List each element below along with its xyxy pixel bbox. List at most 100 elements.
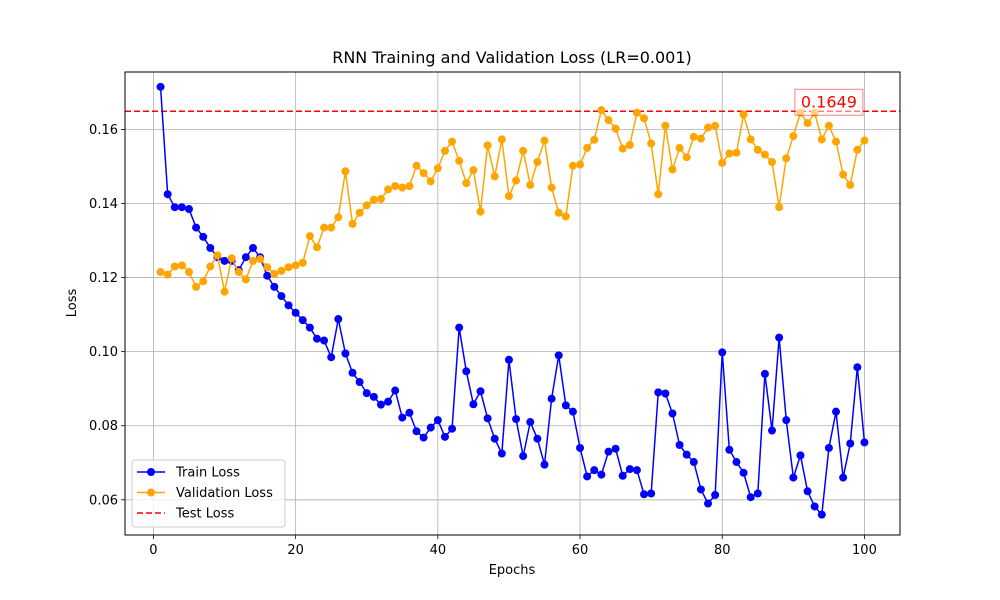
validation-loss-point [391,182,400,191]
train-loss-point [270,282,279,291]
train-loss-point [405,408,414,417]
train-loss-point [725,445,734,454]
train-loss-point [320,336,329,345]
validation-loss-point [547,183,556,192]
validation-loss-point [227,254,236,263]
grid-lines [125,72,900,535]
validation-loss-point [526,180,535,189]
train-loss-point [248,243,257,252]
validation-loss-point [746,135,755,144]
validation-loss-point [220,287,229,296]
train-loss-point [654,388,663,397]
train-loss-point [739,468,748,477]
train-loss-point [526,418,535,427]
validation-loss-point [682,153,691,162]
train-loss-point [661,389,670,398]
train-loss-point [860,438,869,447]
train-loss-point [625,465,634,474]
train-loss-point [206,243,215,252]
train-loss-point [796,451,805,460]
validation-loss-point [504,192,513,201]
x-tick-label: 0 [149,543,157,558]
validation-loss-point [462,179,471,188]
train-loss-point [704,499,713,508]
train-loss-point [824,443,833,452]
train-loss-point [497,449,506,458]
y-tick-label: 0.14 [89,197,118,212]
train-loss-point [789,473,798,482]
train-loss-point [412,427,421,436]
train-loss-point [846,439,855,448]
validation-loss-point [419,169,428,178]
validation-loss-point [241,275,250,284]
train-loss-point [554,351,563,360]
train-loss-line [159,86,866,516]
train-loss-point [384,397,393,406]
validation-loss-point [376,195,385,204]
legend-train-loss-label: Train Loss [175,466,240,481]
validation-loss-point [305,232,314,241]
validation-loss-point [839,170,848,179]
train-loss-point [490,434,499,443]
train-loss-point [426,423,435,432]
legend-test-loss-label: Test Loss [175,507,234,522]
train-loss-point [291,308,300,317]
validation-loss-point [476,207,485,216]
validation-loss-point [753,145,762,154]
validation-loss-point [263,263,272,272]
validation-loss-point [583,143,592,152]
validation-loss-point [632,108,641,117]
validation-loss-point [398,183,407,192]
x-tick-label: 20 [287,543,304,558]
train-loss-point [810,502,819,511]
validation-loss-point [490,172,499,181]
validation-loss-point [597,106,606,115]
validation-loss-point [768,158,777,167]
validation-loss-point [341,167,350,176]
x-tick-label: 80 [714,543,731,558]
validation-loss-point [675,143,684,152]
y-tick-label: 0.12 [89,271,118,286]
train-loss-point [199,232,208,241]
train-loss-point [689,458,698,467]
train-loss-point [163,190,172,199]
y-tick-label: 0.08 [89,419,118,434]
validation-loss-point [497,135,506,144]
validation-loss-point [718,158,727,167]
train-loss-point [391,386,400,395]
validation-loss-point [163,270,172,279]
train-loss-point [448,424,457,433]
validation-loss-point [782,154,791,163]
validation-loss-point [156,268,165,277]
legend-validation-loss-label: Validation Loss [176,486,273,501]
validation-loss-point [184,268,193,277]
validation-loss-point [832,137,841,146]
train-loss-point [604,447,613,456]
train-loss-point [732,458,741,467]
train-loss-point [718,348,727,357]
train-loss-point [768,426,777,435]
validation-loss-point [611,124,620,133]
train-loss-point [696,485,705,494]
validation-loss-point [320,223,329,232]
train-loss-point [533,434,542,443]
train-loss-point [192,223,201,232]
validation-loss-point [192,282,201,291]
validation-loss-point [384,185,393,194]
train-loss-point [476,387,485,396]
train-loss-point [832,407,841,416]
validation-loss-point [704,123,713,132]
train-loss-point [156,82,165,91]
train-loss-point [668,409,677,418]
train-loss-point [177,203,186,212]
x-tick-label: 100 [852,543,877,558]
validation-loss-point [234,268,243,277]
train-loss-point [184,205,193,214]
train-loss-point [298,316,307,325]
train-loss-point [312,334,321,343]
train-loss-point [483,414,492,423]
train-loss-point [504,355,513,364]
validation-loss-point [312,243,321,252]
validation-loss-point [270,269,279,278]
